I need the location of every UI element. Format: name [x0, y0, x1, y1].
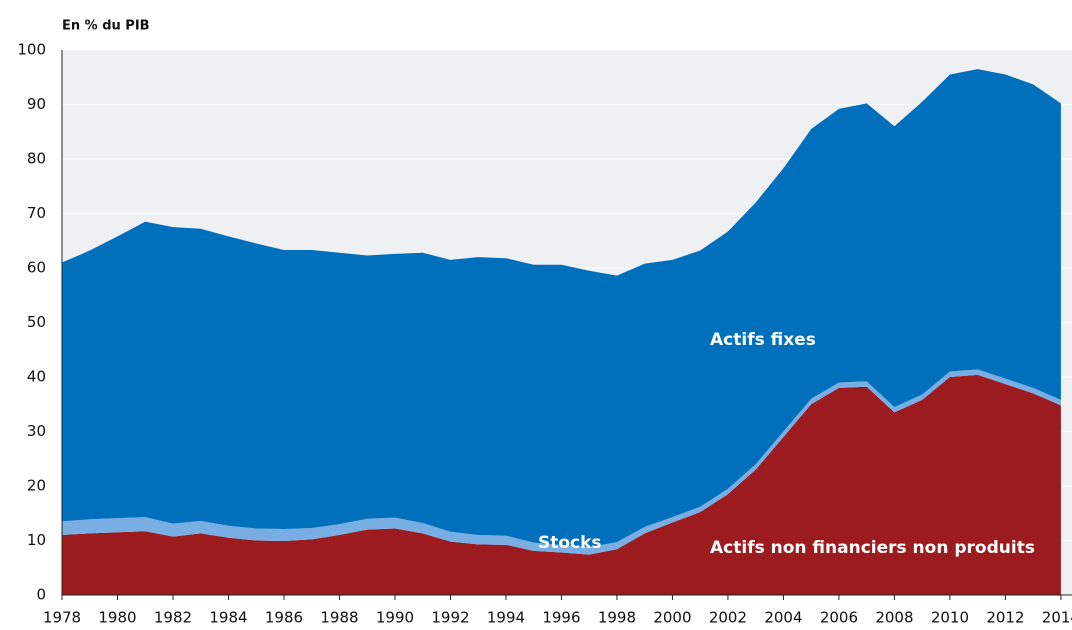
x-tick-label: 2004	[764, 609, 802, 627]
x-tick-label: 1984	[209, 609, 247, 627]
y-tick-label: 60	[27, 259, 46, 277]
x-tick-label: 2006	[820, 609, 858, 627]
y-tick-label: 80	[27, 150, 46, 168]
y-tick-label: 30	[27, 422, 46, 440]
x-tick-label: 2012	[986, 609, 1024, 627]
area	[62, 374, 1061, 595]
x-tick-label: 2014	[1042, 609, 1072, 627]
x-tick-label: 1994	[487, 609, 525, 627]
y-tick-label: 70	[27, 204, 46, 222]
x-tick-label: 1978	[43, 609, 81, 627]
x-tick-label: 1988	[320, 609, 358, 627]
x-tick-label: 2002	[709, 609, 747, 627]
x-tick-label: 1982	[154, 609, 192, 627]
x-tick-label: 1980	[98, 609, 136, 627]
x-tick-label: 1998	[598, 609, 636, 627]
y-tick-label: 40	[27, 368, 46, 386]
series-label: Actifs fixes	[710, 330, 816, 350]
area	[62, 69, 1061, 548]
x-tick-label: 2008	[875, 609, 913, 627]
y-axis-label: En % du PIB	[62, 19, 150, 34]
y-tick-label: 10	[27, 531, 46, 549]
x-tick-label: 2000	[653, 609, 691, 627]
y-tick-label: 20	[27, 477, 46, 495]
series-label: Actifs non financiers non produits	[710, 538, 1035, 558]
y-tick-label: 100	[17, 41, 46, 59]
x-tick-label: 1996	[542, 609, 580, 627]
series-label: Stocks	[538, 533, 602, 553]
x-tick-label: 1990	[376, 609, 414, 627]
x-tick-label: 1992	[431, 609, 469, 627]
x-tick-label: 1986	[265, 609, 303, 627]
y-tick-label: 90	[27, 95, 46, 113]
y-tick-label: 50	[27, 313, 46, 331]
x-tick-label: 2010	[931, 609, 969, 627]
y-tick-label: 0	[36, 586, 46, 604]
